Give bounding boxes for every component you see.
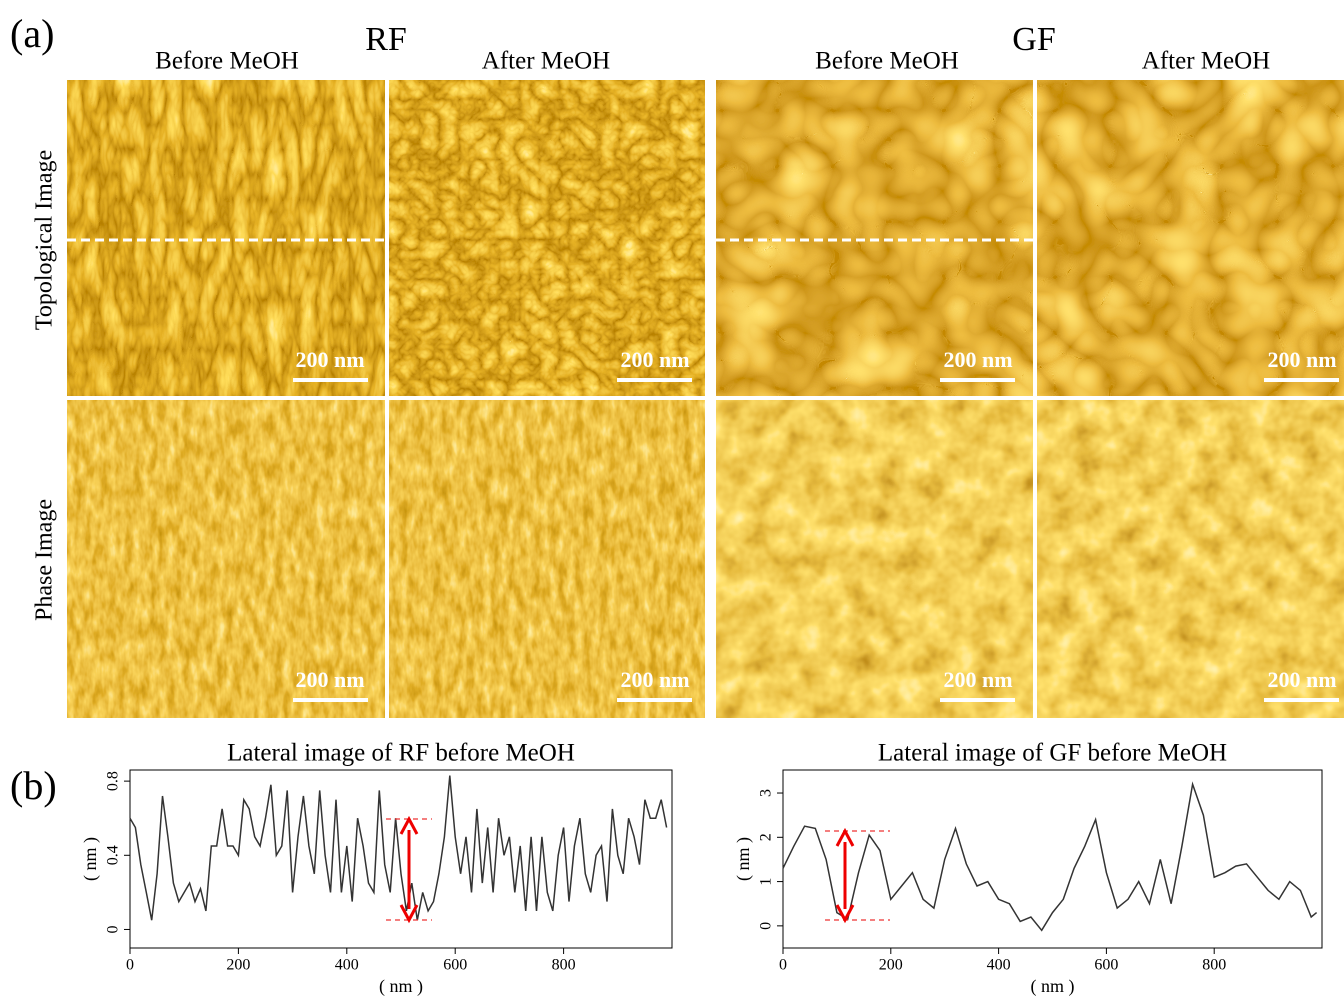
y-axis-label: ( nm ) bbox=[80, 837, 101, 881]
x-tick-label: 400 bbox=[987, 957, 1011, 974]
y-tick-label: 0 bbox=[758, 922, 775, 930]
arrow-head bbox=[399, 815, 419, 924]
panel-label: (b) bbox=[10, 763, 57, 808]
y-tick-label: 3 bbox=[758, 789, 775, 797]
x-tick-label: 800 bbox=[1202, 957, 1226, 974]
y-tick-label: 1 bbox=[758, 878, 775, 886]
scale-bar bbox=[617, 378, 692, 382]
x-tick-label: 200 bbox=[226, 957, 250, 974]
panel-label: (a) bbox=[10, 11, 54, 56]
scale-bar-label: 200 nm bbox=[943, 347, 1012, 372]
afm-image bbox=[67, 80, 385, 396]
row-label: Phase Image bbox=[32, 499, 58, 621]
x-axis-label: ( nm ) bbox=[1031, 976, 1075, 997]
scale-bar-label: 200 nm bbox=[1267, 347, 1336, 372]
scale-bar-label: 200 nm bbox=[295, 347, 364, 372]
x-tick-label: 600 bbox=[443, 957, 467, 974]
afm-image bbox=[716, 400, 1033, 718]
scale-bar-label: 200 nm bbox=[620, 347, 689, 372]
plot-frame bbox=[129, 769, 673, 949]
group-label: GF bbox=[1012, 21, 1055, 58]
x-tick-label: 800 bbox=[552, 957, 576, 974]
scale-bar-label: 200 nm bbox=[295, 667, 364, 692]
chart-title: Lateral image of GF before MeOH bbox=[878, 740, 1227, 767]
scale-bar bbox=[617, 698, 692, 702]
profile-curve bbox=[782, 781, 1318, 932]
scale-bar-label: 200 nm bbox=[943, 667, 1012, 692]
afm-image bbox=[389, 80, 705, 396]
charts: Lateral image of RF before MeOH ( nm ) ( n… bbox=[80, 740, 1323, 997]
scale-bar bbox=[940, 378, 1015, 382]
row-label: Topological Image bbox=[32, 150, 58, 330]
afm-image bbox=[716, 80, 1033, 396]
y-tick-label: 0.8 bbox=[105, 771, 122, 791]
column-label: Before MeOH bbox=[815, 48, 959, 75]
group-label: RF bbox=[365, 21, 407, 58]
x-tick-label: 0 bbox=[126, 957, 134, 974]
scale-bar bbox=[1264, 378, 1339, 382]
scale-bar-label: 200 nm bbox=[1267, 667, 1336, 692]
chart-title: Lateral image of RF before MeOH bbox=[227, 740, 575, 767]
column-label: Before MeOH bbox=[155, 48, 299, 75]
plot-frame bbox=[782, 769, 1323, 949]
y-tick-label: 2 bbox=[758, 833, 775, 841]
scale-bars: 200 nm 200 nm 200 nm 200 nm 200 nm 200 n… bbox=[293, 347, 1339, 702]
annotations bbox=[386, 815, 890, 924]
afm-images bbox=[67, 80, 1344, 718]
x-axis-label: ( nm ) bbox=[379, 976, 423, 997]
x-tick-label: 600 bbox=[1094, 957, 1118, 974]
x-tick-label: 400 bbox=[335, 957, 359, 974]
column-label: After MeOH bbox=[482, 48, 610, 75]
scale-bar bbox=[1264, 698, 1339, 702]
afm-image bbox=[389, 400, 705, 718]
y-axis-label: ( nm ) bbox=[733, 837, 754, 881]
scale-bar bbox=[293, 698, 368, 702]
scale-bar bbox=[940, 698, 1015, 702]
scale-bar bbox=[293, 378, 368, 382]
afm-image bbox=[1037, 400, 1344, 718]
y-tick-label: 0 bbox=[105, 925, 122, 933]
profile-curve bbox=[129, 775, 668, 921]
column-label: After MeOH bbox=[1142, 48, 1270, 75]
afm-image bbox=[67, 400, 385, 718]
arrow-head bbox=[835, 827, 855, 924]
x-tick-label: 0 bbox=[779, 957, 787, 974]
y-tick-label: 0.4 bbox=[105, 845, 122, 865]
x-tick-label: 200 bbox=[879, 957, 903, 974]
scale-bar-label: 200 nm bbox=[620, 667, 689, 692]
afm-image bbox=[1037, 80, 1344, 396]
